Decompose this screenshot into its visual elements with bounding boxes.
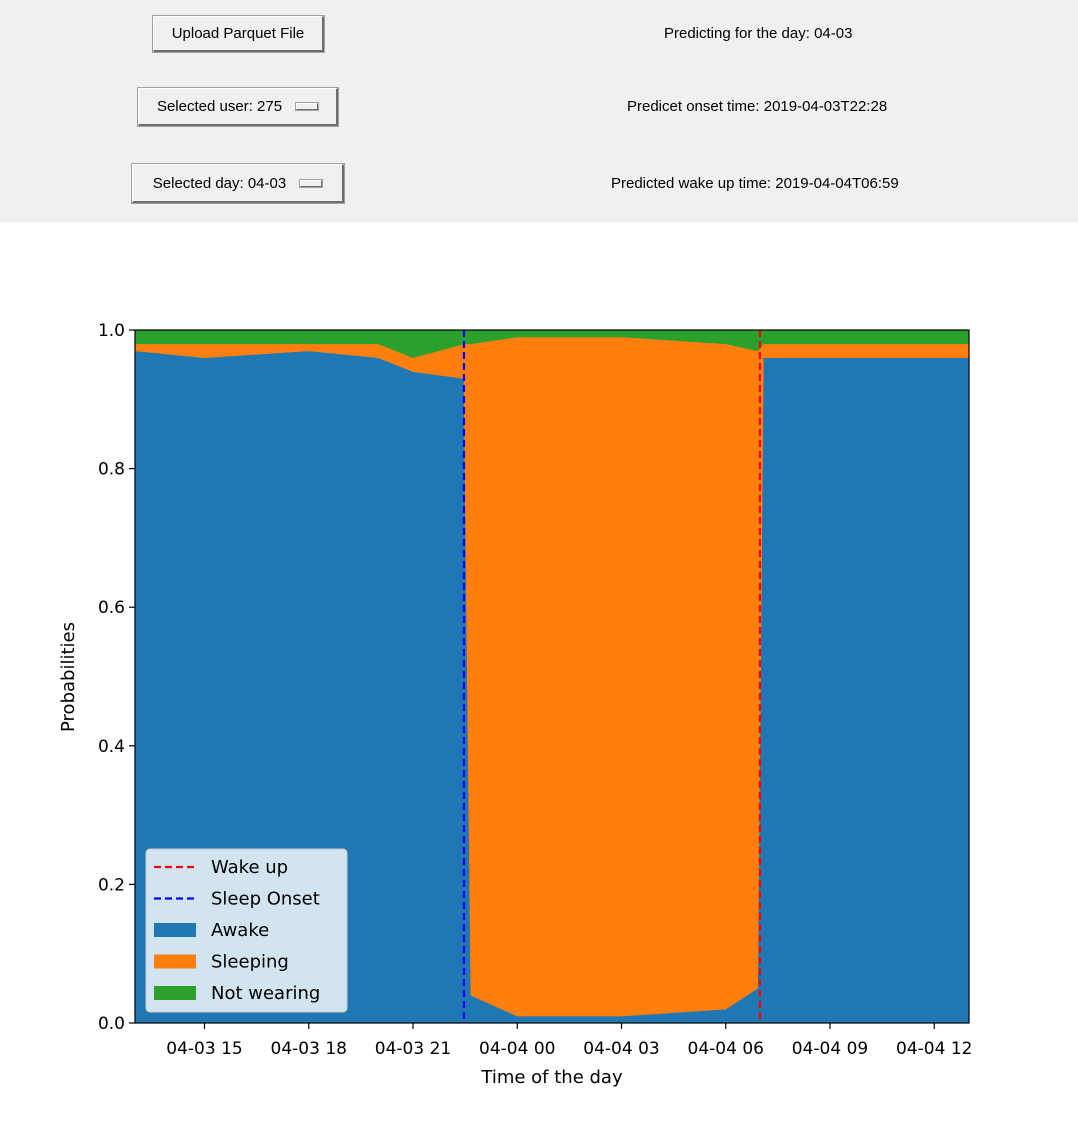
y-tick-label: 1.0 [98, 321, 125, 341]
y-tick-label: 0.4 [98, 737, 125, 757]
y-axis-label: Probabilities [58, 622, 79, 732]
x-tick-label: 04-03 15 [166, 1039, 242, 1059]
user-select-menu[interactable]: Selected user: 275 [138, 88, 338, 126]
legend-swatch [154, 954, 196, 969]
predicting-day-label: Predicting for the day: 04-03 [664, 25, 853, 42]
wake-time-label: Predicted wake up time: 2019-04-04T06:59 [611, 175, 899, 192]
legend-label: Wake up [211, 857, 288, 878]
y-tick-label: 0.0 [98, 1014, 125, 1034]
y-axis: 0.0 0.2 0.4 0.6 0.8 1.0 [98, 321, 135, 1034]
control-panel: Upload Parquet File Selected user: 275 S… [0, 0, 1078, 222]
legend-label: Awake [211, 920, 269, 941]
legend-swatch [154, 923, 196, 937]
legend-label: Not wearing [211, 983, 320, 1004]
x-tick-label: 04-04 03 [583, 1039, 659, 1059]
y-tick-label: 0.6 [98, 598, 125, 618]
x-tick-label: 04-04 00 [479, 1039, 555, 1059]
chart-legend: Wake up Sleep Onset Awake Sleeping Not weari… [145, 848, 348, 1013]
x-tick-label: 04-04 06 [688, 1039, 764, 1059]
menu-indicator-icon [296, 103, 319, 110]
x-axis: 04-03 15 04-03 18 04-03 21 04-04 00 04-04 03… [166, 1023, 972, 1059]
legend-box [145, 848, 348, 1013]
event-lines [462, 330, 762, 1023]
x-tick-label: 04-03 21 [375, 1039, 451, 1059]
legend-label: Sleep Onset [211, 889, 320, 910]
upload-parquet-button[interactable]: Upload Parquet File [153, 16, 324, 52]
x-tick-label: 04-03 18 [271, 1039, 347, 1059]
x-axis-label: Time of the day [480, 1067, 623, 1088]
y-tick-label: 0.2 [98, 875, 125, 895]
menu-indicator-icon [300, 179, 323, 187]
x-tick-label: 04-04 09 [792, 1039, 868, 1059]
x-tick-label: 04-04 12 [896, 1039, 972, 1059]
day-select-label: Selected day: 04-03 [152, 174, 287, 192]
probability-chart: 0.00.20.40.60.81.0 04-03 15 04-03 18 04-03… [58, 321, 972, 1088]
legend-swatch [154, 986, 196, 1000]
onset-time-label: Predicet onset time: 2019-04-03T22:28 [627, 98, 888, 115]
plot-frame [134, 329, 970, 1024]
upload-parquet-label: Upload Parquet File [171, 25, 305, 42]
day-select-menu[interactable]: Selected day: 04-03 [132, 164, 344, 203]
user-select-label: Selected user: 275 [156, 98, 283, 115]
y-tick-label: 0.8 [98, 460, 125, 480]
legend-label: Sleeping [211, 952, 289, 973]
